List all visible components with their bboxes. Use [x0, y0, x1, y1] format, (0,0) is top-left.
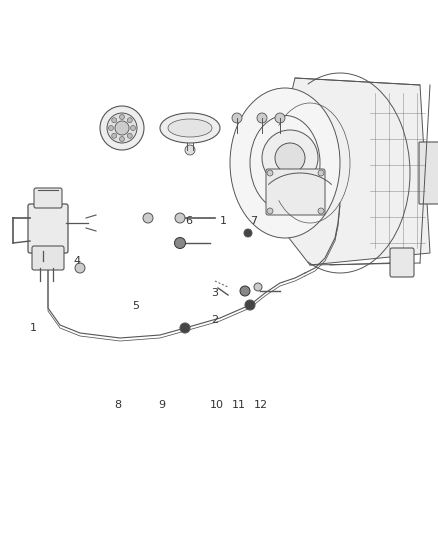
FancyBboxPatch shape	[419, 142, 438, 204]
Text: 4: 4	[73, 256, 80, 266]
Circle shape	[240, 286, 250, 296]
FancyBboxPatch shape	[32, 246, 64, 270]
Circle shape	[174, 238, 186, 248]
Circle shape	[318, 170, 324, 176]
Circle shape	[100, 106, 144, 150]
Circle shape	[275, 113, 285, 123]
Circle shape	[232, 113, 242, 123]
Circle shape	[262, 130, 318, 186]
Circle shape	[143, 213, 153, 223]
Text: 1: 1	[220, 216, 227, 226]
Circle shape	[120, 136, 124, 141]
Circle shape	[267, 170, 273, 176]
Circle shape	[267, 208, 273, 214]
Circle shape	[127, 118, 132, 123]
Circle shape	[112, 118, 117, 123]
Ellipse shape	[230, 88, 340, 238]
Circle shape	[185, 145, 195, 155]
Circle shape	[257, 113, 267, 123]
Text: 9: 9	[159, 400, 166, 410]
Text: 5: 5	[132, 302, 139, 311]
Text: 2: 2	[211, 315, 218, 325]
FancyBboxPatch shape	[34, 188, 62, 208]
Circle shape	[175, 213, 185, 223]
Text: 8: 8	[115, 400, 122, 410]
Circle shape	[254, 283, 262, 291]
Text: 11: 11	[232, 400, 246, 410]
Text: 12: 12	[254, 400, 268, 410]
Circle shape	[275, 143, 305, 173]
Text: 7: 7	[251, 216, 258, 226]
FancyBboxPatch shape	[28, 204, 68, 253]
FancyBboxPatch shape	[266, 169, 325, 215]
Text: 1: 1	[29, 323, 36, 333]
Text: 10: 10	[210, 400, 224, 410]
Polygon shape	[270, 78, 430, 265]
Ellipse shape	[160, 113, 220, 143]
Circle shape	[245, 300, 255, 310]
Circle shape	[180, 323, 190, 333]
Circle shape	[127, 133, 132, 138]
Circle shape	[75, 263, 85, 273]
Text: 6: 6	[185, 216, 192, 226]
Circle shape	[112, 133, 117, 138]
Circle shape	[318, 208, 324, 214]
Ellipse shape	[168, 119, 212, 137]
FancyBboxPatch shape	[390, 248, 414, 277]
Circle shape	[109, 125, 113, 131]
Circle shape	[131, 125, 135, 131]
Circle shape	[107, 113, 137, 143]
Text: 3: 3	[211, 288, 218, 298]
Circle shape	[115, 121, 129, 135]
Circle shape	[244, 229, 252, 237]
Circle shape	[120, 115, 124, 119]
